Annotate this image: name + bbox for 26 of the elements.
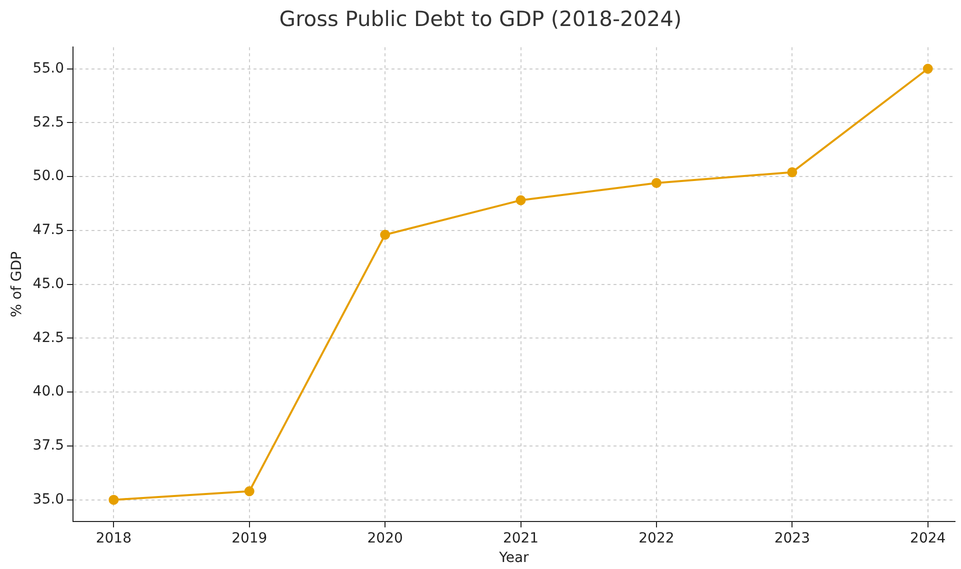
point	[380, 230, 390, 240]
x-tick-label: 2018	[96, 530, 132, 546]
x-tick-label: 2020	[367, 530, 403, 546]
point	[651, 178, 662, 188]
x-tick-label: 2024	[910, 530, 946, 546]
x-tick-label: 2021	[502, 530, 539, 546]
y-tick-label: 50.0	[32, 168, 64, 184]
y-tick-label: 52.5	[32, 114, 64, 130]
point	[922, 64, 933, 74]
y-tick-label: 35.0	[32, 491, 64, 508]
y-tick-label: 45.0	[32, 276, 64, 292]
y-tick-label: 55.0	[32, 60, 64, 76]
y-tick-label: 42.5	[32, 330, 64, 346]
x-axis-title: Year	[498, 550, 530, 566]
point	[787, 167, 798, 178]
x-tick-label: 2019	[232, 530, 268, 546]
point	[108, 494, 119, 505]
chart-title: Gross Public Debt to GDP (2018-2024)	[279, 7, 682, 32]
y-tick-label: 47.5	[32, 222, 64, 238]
x-tick-label: 2023	[774, 530, 810, 546]
point	[244, 486, 254, 496]
x-tick-label: 2022	[638, 530, 674, 546]
y-axis-title: % of GDP	[9, 251, 26, 318]
y-tick-label: 37.5	[32, 438, 64, 454]
y-tick-label: 40.0	[32, 384, 64, 400]
point	[516, 195, 526, 206]
